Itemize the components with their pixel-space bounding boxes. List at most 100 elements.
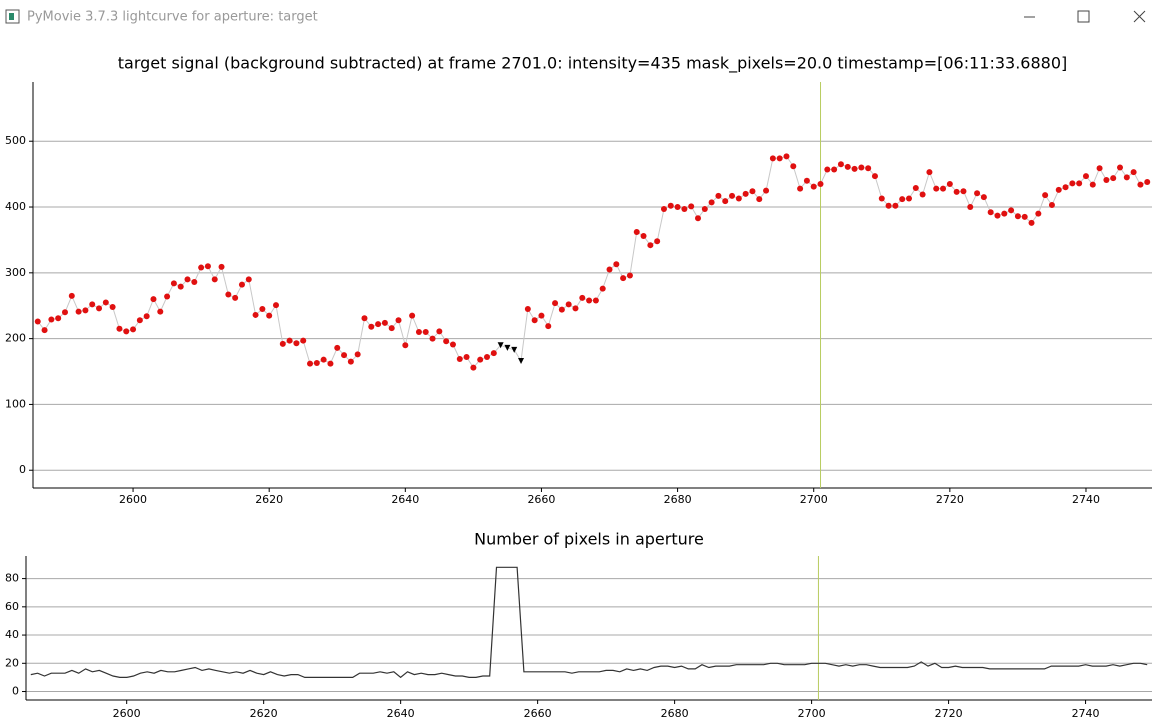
data-point — [613, 261, 620, 268]
data-point — [238, 281, 245, 288]
data-point — [82, 307, 89, 314]
data-point — [218, 263, 225, 270]
data-point — [960, 188, 967, 195]
data-point — [919, 191, 926, 198]
data-point — [409, 312, 416, 319]
data-point — [130, 326, 137, 333]
data-point — [926, 169, 933, 176]
data-point — [354, 351, 361, 358]
data-point — [558, 306, 565, 313]
data-point — [1069, 180, 1076, 187]
data-point — [1117, 164, 1124, 171]
x-tick-label: 2660 — [524, 707, 552, 720]
data-point — [334, 344, 341, 351]
data-point — [837, 161, 844, 168]
data-point — [48, 316, 55, 323]
title-bar — [0, 0, 1152, 35]
data-point — [177, 283, 184, 290]
data-point — [749, 188, 756, 195]
window-title: PyMovie 3.7.3 lightcurve for aperture: t… — [27, 10, 318, 25]
y-tick-label: 500 — [5, 134, 26, 147]
data-point — [729, 192, 736, 199]
data-point — [695, 215, 702, 222]
data-point — [654, 238, 661, 245]
x-tick-label: 2600 — [113, 707, 141, 720]
data-point — [225, 291, 232, 298]
data-point — [626, 272, 633, 279]
data-point — [1137, 181, 1144, 188]
data-point — [463, 354, 470, 361]
data-point — [170, 280, 177, 287]
pixel-count-line — [30, 566, 1148, 679]
data-point — [722, 198, 729, 205]
y-tick-label: 20 — [5, 656, 19, 669]
data-point — [1130, 169, 1137, 176]
data-point — [341, 352, 348, 359]
data-point — [477, 356, 484, 363]
x-tick-label: 2640 — [387, 707, 415, 720]
data-point — [1028, 219, 1035, 226]
data-point — [933, 185, 940, 192]
data-point — [1008, 207, 1015, 214]
data-point — [1144, 179, 1151, 186]
x-tick-label: 2720 — [936, 493, 964, 506]
data-point — [701, 205, 708, 212]
data-point — [1076, 180, 1083, 187]
data-point — [259, 306, 266, 313]
x-tick-label: 2640 — [391, 493, 419, 506]
data-point — [123, 328, 130, 335]
data-point — [1082, 173, 1089, 180]
data-point — [164, 293, 171, 300]
data-point — [858, 164, 865, 171]
data-point — [89, 301, 96, 308]
y-tick-label: 0 — [12, 685, 19, 698]
flagged-point — [504, 344, 511, 351]
data-point — [552, 300, 559, 307]
data-point — [599, 285, 606, 292]
data-point — [1103, 177, 1110, 184]
data-point — [892, 202, 899, 209]
flagged-point — [511, 346, 518, 353]
data-point — [871, 173, 878, 180]
data-point — [490, 350, 497, 357]
maximize-button[interactable] — [1077, 10, 1090, 23]
data-point — [790, 163, 797, 170]
data-point — [994, 212, 1001, 219]
flagged-point — [518, 358, 525, 365]
close-button[interactable] — [1133, 10, 1146, 23]
data-point — [797, 185, 804, 192]
data-point — [388, 325, 395, 332]
x-tick-label: 2740 — [1072, 493, 1100, 506]
data-point — [368, 323, 375, 330]
data-point — [865, 165, 872, 172]
data-point — [313, 359, 320, 366]
data-point — [531, 317, 538, 324]
data-point — [640, 232, 647, 239]
chart-title: Number of pixels in aperture — [474, 530, 704, 549]
data-point — [150, 296, 157, 303]
data-point — [375, 321, 382, 328]
data-point — [429, 335, 436, 342]
chart-title: target signal (background subtracted) at… — [118, 54, 1068, 74]
data-point — [715, 192, 722, 199]
data-point — [565, 301, 572, 308]
x-tick-label: 2700 — [798, 707, 826, 720]
x-tick-label: 2660 — [527, 493, 555, 506]
data-point — [55, 315, 62, 322]
data-point — [586, 297, 593, 304]
data-point — [157, 308, 164, 315]
flagged-point — [497, 342, 504, 349]
y-tick-label: 300 — [5, 266, 26, 279]
x-tick-label: 2700 — [800, 493, 828, 506]
data-point — [906, 195, 913, 202]
data-point — [940, 185, 947, 192]
data-point — [75, 308, 82, 315]
data-point — [41, 327, 48, 334]
data-point — [660, 205, 667, 212]
data-point — [436, 328, 443, 335]
data-point — [266, 312, 273, 319]
data-point — [96, 305, 103, 312]
x-tick-label: 2620 — [250, 707, 278, 720]
